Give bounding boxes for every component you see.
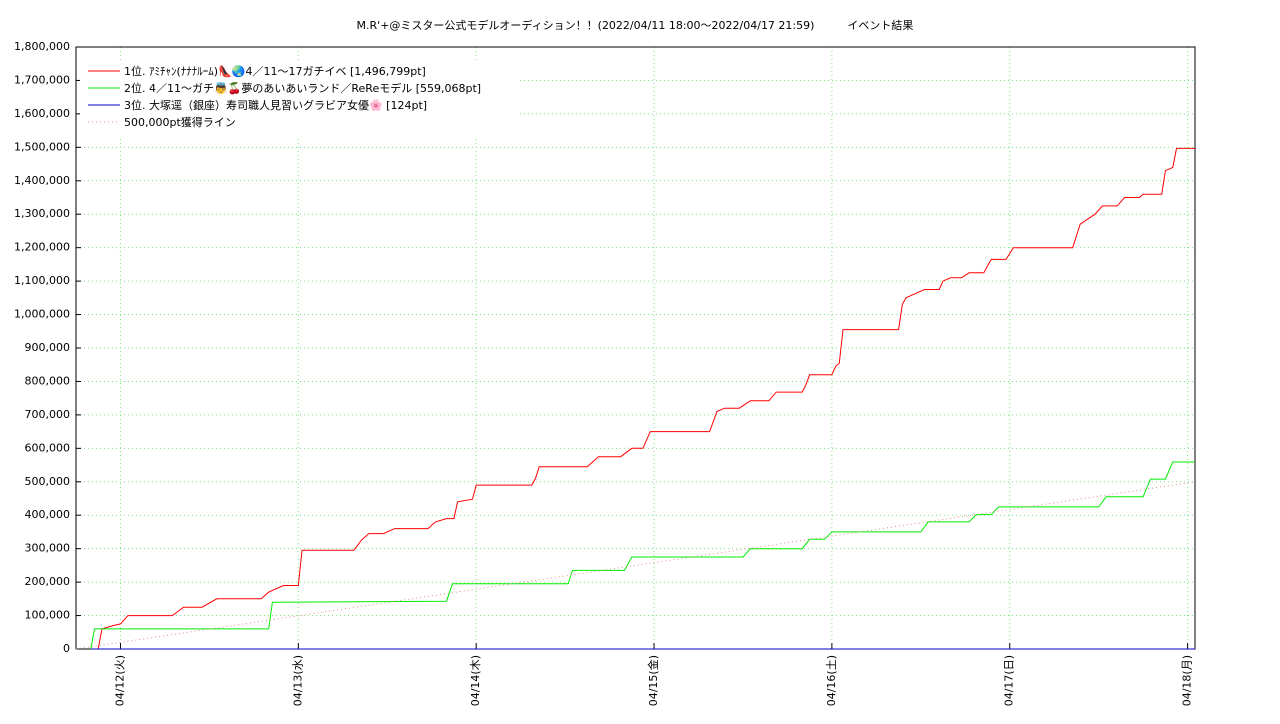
y-tick-label: 100,000: [25, 609, 71, 622]
y-tick-label: 1,300,000: [14, 207, 70, 220]
legend-label: 1位. ｱﾐﾁｬﾝ(ﾅﾅﾅﾙｰﾑ)👠🌏4／11〜17ガチイベ [1,496,79…: [124, 64, 426, 78]
series-line: [90, 461, 1195, 650]
y-tick-label: 1,500,000: [14, 140, 70, 153]
chart-title: M.R'+@ミスター公式モデルオーディション！！(2022/04/11 18:0…: [357, 18, 914, 32]
x-tick-label: 04/13(水): [291, 655, 304, 706]
y-tick-label: 800,000: [25, 374, 71, 387]
y-tick-label: 1,700,000: [14, 73, 70, 86]
y-tick-label: 400,000: [25, 508, 71, 521]
x-tick-label: 04/12(火): [113, 655, 126, 706]
y-tick-label: 600,000: [25, 441, 71, 454]
x-tick-label: 04/18(月): [1181, 655, 1194, 706]
y-tick-label: 300,000: [25, 542, 71, 555]
x-tick-label: 04/14(木): [469, 655, 482, 706]
y-tick-label: 1,200,000: [14, 241, 70, 254]
y-tick-label: 200,000: [25, 575, 71, 588]
legend-label: 500,000pt獲得ライン: [124, 116, 236, 129]
legend-box: [80, 60, 518, 136]
legend-label: 2位. 4／11〜ガチ👼🍒夢のあいあいランド／ReReモデル [559,068p…: [124, 81, 481, 95]
y-tick-label: 900,000: [25, 341, 71, 354]
y-tick-label: 1,800,000: [14, 40, 70, 53]
series-line: [75, 481, 1196, 650]
y-tick-label: 500,000: [25, 475, 71, 488]
x-tick-label: 04/16(土): [825, 655, 838, 706]
y-tick-label: 1,400,000: [14, 174, 70, 187]
legend-label: 3位. 大塚逕（銀座）寿司職人見習いグラビア女優🌸 [124pt]: [124, 98, 427, 112]
x-tick-label: 04/17(日): [1003, 655, 1016, 706]
y-tick-label: 1,600,000: [14, 107, 70, 120]
series-line: [97, 147, 1195, 650]
y-tick-label: 700,000: [25, 408, 71, 421]
y-tick-label: 1,000,000: [14, 308, 70, 321]
y-tick-label: 1,100,000: [14, 274, 70, 287]
y-tick-label: 0: [63, 642, 70, 655]
x-tick-label: 04/15(金): [646, 655, 660, 706]
